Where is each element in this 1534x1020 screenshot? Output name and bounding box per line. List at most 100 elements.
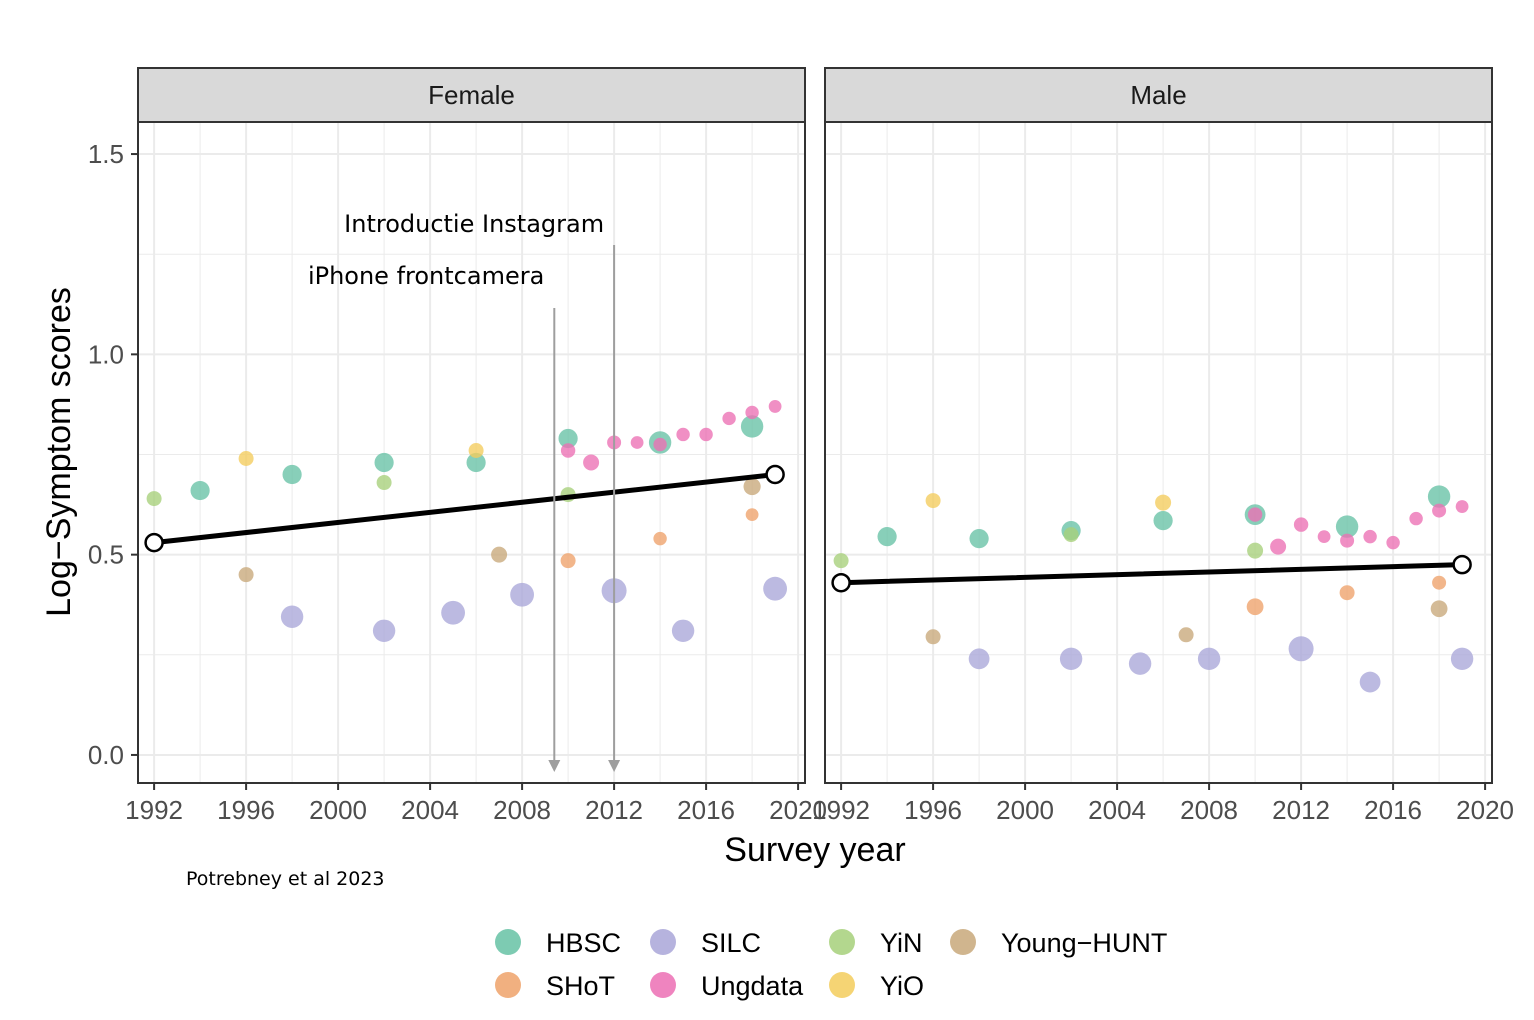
annotation-arrowhead xyxy=(548,760,561,772)
x-tick-label: 2016 xyxy=(677,795,735,825)
point-silc xyxy=(763,576,787,601)
trend-endpoint xyxy=(831,572,851,593)
trend-endpoint xyxy=(1452,554,1472,575)
legend-key xyxy=(950,929,976,955)
point-ungdata xyxy=(1340,533,1355,548)
legend-label: SHoT xyxy=(546,971,615,1001)
legend-item-hbsc: HBSC xyxy=(495,928,621,958)
panels-layer: Female 1992 1996 2000 2004 2008 2012 2016 2020 0.… xyxy=(88,67,1514,825)
legend-item-yio: YiO xyxy=(829,971,924,1001)
point-silc xyxy=(1288,636,1314,662)
legend-key xyxy=(829,929,855,955)
point-hbsc xyxy=(190,480,210,501)
annotation-iphone: iPhone frontcamera xyxy=(308,262,561,772)
x-tick-label: 2012 xyxy=(585,795,643,825)
x-tick-label: 2000 xyxy=(309,795,367,825)
point-yin xyxy=(833,553,849,569)
facet-strip-female xyxy=(137,67,806,123)
point-hbsc xyxy=(1335,515,1359,538)
point-hbsc xyxy=(282,464,302,485)
point-young-hunt xyxy=(491,546,508,563)
data-points xyxy=(146,400,787,642)
legend-item-yin: YiN xyxy=(829,928,923,958)
x-tick-label: 2008 xyxy=(493,795,551,825)
legend-label: YiN xyxy=(880,928,923,958)
legend-label: YiO xyxy=(880,971,924,1001)
point-ungdata xyxy=(676,427,690,442)
point-hbsc xyxy=(1153,511,1173,531)
point-silc xyxy=(671,619,695,642)
point-yio xyxy=(238,451,254,467)
point-young-hunt xyxy=(1430,600,1448,618)
trend-line xyxy=(151,472,778,546)
x-tick-label: 2008 xyxy=(1180,795,1238,825)
legend-label: SILC xyxy=(701,928,761,958)
x-tick-label: 1996 xyxy=(217,795,275,825)
point-hbsc xyxy=(969,529,989,549)
legend: HBSC SILC YiN Young−HUNT SHoT Ungdata YiO xyxy=(495,928,1167,1001)
point-ungdata xyxy=(1386,535,1400,550)
point-shot xyxy=(1432,575,1447,590)
point-silc xyxy=(1359,671,1381,693)
gridlines xyxy=(825,122,1492,783)
trend-endpoint xyxy=(765,464,785,485)
x-tick-label: 2004 xyxy=(1088,795,1146,825)
point-ungdata xyxy=(1363,529,1377,544)
panel-border xyxy=(824,121,1493,784)
y-axis-title: Log−Symptom scores xyxy=(40,287,78,617)
legend-item-silc: SILC xyxy=(650,928,761,958)
point-yio xyxy=(468,442,484,458)
annotation-text: Introductie Instagram xyxy=(344,210,604,238)
point-hbsc xyxy=(1427,485,1451,508)
facet-strip-male xyxy=(824,67,1493,123)
facet-label-female: Female xyxy=(428,80,515,110)
point-silc xyxy=(1450,647,1474,671)
point-silc xyxy=(1128,652,1152,675)
point-shot xyxy=(1246,598,1264,616)
data-points xyxy=(833,485,1474,693)
point-yio xyxy=(925,493,941,509)
x-tick-label: 2012 xyxy=(1272,795,1330,825)
legend-label: HBSC xyxy=(546,928,621,958)
legend-label: Young−HUNT xyxy=(1001,928,1167,958)
legend-item-young-hunt: Young−HUNT xyxy=(950,928,1167,958)
y-tick-label: 1.0 xyxy=(88,339,124,369)
point-ungdata xyxy=(653,437,667,452)
annotation-instagram: Introductie Instagram xyxy=(344,210,621,772)
gridlines xyxy=(138,122,805,783)
point-yin xyxy=(1247,542,1264,559)
trend-line xyxy=(838,562,1465,586)
point-ungdata xyxy=(560,443,576,458)
point-silc xyxy=(510,582,534,607)
point-ungdata xyxy=(1432,503,1447,518)
x-axis-title: Survey year xyxy=(724,831,905,869)
annotation-text: iPhone frontcamera xyxy=(308,262,544,290)
point-hbsc xyxy=(558,428,578,449)
point-shot xyxy=(745,508,759,521)
point-silc xyxy=(1197,647,1221,671)
point-ungdata xyxy=(699,427,713,442)
legend-key xyxy=(495,972,521,998)
legend-item-shot: SHoT xyxy=(495,971,615,1001)
y-tick-label: 0.0 xyxy=(88,740,124,770)
point-young-hunt xyxy=(238,567,254,583)
facet-label-male: Male xyxy=(1130,80,1186,110)
panel-female: Female 1992 1996 2000 2004 2008 2012 2016 2020 0.… xyxy=(88,67,827,825)
point-ungdata xyxy=(1293,517,1309,532)
legend-key xyxy=(650,929,676,955)
point-silc xyxy=(1059,647,1083,671)
point-ungdata xyxy=(1270,538,1287,555)
x-tick-label: 1992 xyxy=(125,795,183,825)
legend-key xyxy=(829,972,855,998)
point-ungdata xyxy=(745,405,759,420)
x-tick-label: 1992 xyxy=(812,795,870,825)
point-silc xyxy=(280,605,304,628)
point-silc xyxy=(441,600,465,625)
point-young-hunt xyxy=(1178,627,1194,643)
point-shot xyxy=(560,553,576,569)
y-tick-label: 0.5 xyxy=(88,540,124,570)
plot-background xyxy=(825,122,1492,783)
point-ungdata xyxy=(1317,530,1331,544)
legend-label: Ungdata xyxy=(701,971,804,1001)
